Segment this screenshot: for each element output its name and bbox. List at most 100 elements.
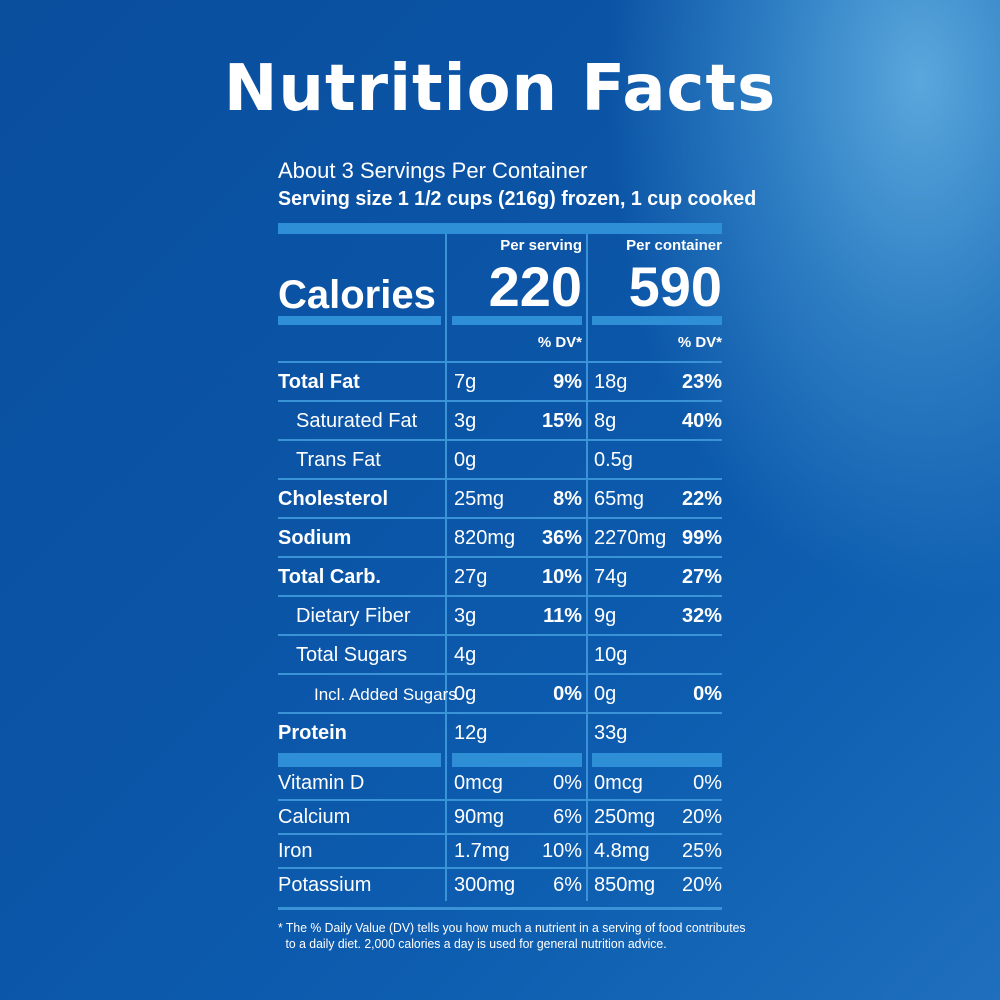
nutrient-row-protein: Protein 12g 33g: [278, 714, 722, 751]
per-serving-header: Per serving: [500, 237, 582, 254]
nutrient-row-total-sugars: Total Sugars 4g 10g: [278, 636, 722, 675]
amount-per-container: 2270mg: [594, 527, 667, 549]
dv-per-container: 40%: [681, 410, 722, 432]
divider-bar: [592, 753, 722, 767]
page-title: Nutrition Facts: [223, 52, 777, 126]
calories-bar: [592, 316, 722, 325]
nutrient-label: Trans Fat: [296, 449, 381, 471]
dv-per-serving: 10%: [541, 566, 582, 588]
calories-per-container: 590: [628, 255, 722, 318]
amount-per-serving: 820mg: [454, 527, 516, 549]
dv-per-serving: 15%: [541, 410, 582, 432]
dv-per-serving: 11%: [543, 605, 582, 627]
amount-per-container: 4.8mg: [594, 840, 650, 862]
amount-per-serving: 12g: [454, 722, 488, 744]
nutrient-label: Total Carb.: [278, 566, 381, 588]
amount-per-container: 65mg: [594, 488, 645, 510]
footnote-line-2: to a daily diet. 2,000 calories a day is…: [285, 936, 667, 951]
nutrient-label: Protein: [278, 722, 347, 744]
dv-per-container: 25%: [681, 840, 722, 862]
nutrient-label: Total Fat: [278, 371, 360, 393]
amount-per-container: 0g: [594, 683, 617, 705]
calories-label: Calories: [278, 273, 436, 317]
dv-header-row: % DV* % DV*: [278, 323, 722, 363]
amount-per-container: 0.5g: [594, 449, 633, 471]
dv-per-container: 23%: [681, 371, 722, 393]
amount-per-serving: 25mg: [454, 488, 505, 510]
calories-bar: [278, 316, 441, 325]
vitamin-row-iron: Iron 1.7mg 10% 4.8mg 25%: [278, 835, 722, 869]
amount-per-serving: 4g: [454, 644, 477, 666]
amount-per-container: 250mg: [594, 806, 656, 828]
amount-per-serving: 27g: [454, 566, 488, 588]
dv-per-container: 22%: [681, 488, 722, 510]
nutrient-row-total-carb: Total Carb. 27g 10% 74g 27%: [278, 558, 722, 597]
nutrient-row-sodium: Sodium 820mg 36% 2270mg 99%: [278, 519, 722, 558]
nutrient-row-cholesterol: Cholesterol 25mg 8% 65mg 22%: [278, 480, 722, 519]
dv-header: % DV*: [537, 334, 582, 351]
vitamin-row-vitamin-d: Vitamin D 0mcg 0% 0mcg 0%: [278, 767, 722, 801]
dv-per-container: 0%: [693, 772, 722, 794]
calories-per-serving: 220: [488, 255, 582, 318]
nutrient-row-dietary-fiber: Dietary Fiber 3g 11% 9g 32%: [278, 597, 722, 636]
dv-per-serving: 0%: [553, 683, 582, 705]
amount-per-serving: 3g: [454, 605, 477, 627]
per-container-header: Per container: [626, 237, 722, 254]
divider-bar: [452, 753, 582, 767]
dv-per-container: 20%: [681, 874, 722, 896]
medium-divider: [278, 751, 722, 767]
footnote-line-1: * The % Daily Value (DV) tells you how m…: [278, 920, 746, 935]
vitamin-label: Iron: [278, 840, 313, 862]
vitamin-label: Potassium: [278, 874, 372, 896]
nutrient-label: Incl. Added Sugars: [314, 685, 457, 704]
vitamin-label: Calcium: [278, 806, 351, 828]
dv-per-container: 20%: [681, 806, 722, 828]
nutrient-row-added-sugars: Incl. Added Sugars 0g 0% 0g 0%: [278, 675, 722, 714]
nutrient-label: Dietary Fiber: [296, 605, 411, 627]
calories-bar: [452, 316, 582, 325]
amount-per-serving: 7g: [454, 371, 477, 393]
amount-per-container: 0mcg: [594, 772, 643, 794]
column-divider: [445, 234, 447, 901]
dv-per-serving: 6%: [553, 806, 582, 828]
dv-per-container: 27%: [681, 566, 722, 588]
amount-per-container: 10g: [594, 644, 628, 666]
dv-per-serving: 8%: [553, 488, 582, 510]
amount-per-container: 850mg: [594, 874, 656, 896]
amount-per-serving: 90mg: [454, 806, 505, 828]
amount-per-serving: 3g: [454, 410, 477, 432]
calories-header: Per serving Per container Calories 220 5…: [278, 234, 722, 325]
vitamin-row-calcium: Calcium 90mg 6% 250mg 20%: [278, 801, 722, 835]
dv-per-container: 99%: [681, 527, 722, 549]
vitamin-label: Vitamin D: [278, 772, 365, 794]
vitamin-row-potassium: Potassium 300mg 6% 850mg 20%: [278, 869, 722, 901]
dv-per-serving: 6%: [553, 874, 582, 896]
nutrient-row-total-fat: Total Fat 7g 9% 18g 23%: [278, 363, 722, 402]
dv-per-container: 32%: [681, 605, 722, 627]
serving-size: Serving size 1 1/2 cups (216g) frozen, 1…: [278, 188, 757, 210]
amount-per-container: 18g: [594, 371, 628, 393]
amount-per-container: 74g: [594, 566, 628, 588]
dv-per-serving: 0%: [553, 772, 582, 794]
nutrient-label: Sodium: [278, 527, 352, 549]
amount-per-container: 8g: [594, 410, 617, 432]
amount-per-serving: 1.7mg: [454, 840, 510, 862]
nutrient-label: Cholesterol: [278, 488, 389, 510]
nutrient-row-saturated-fat: Saturated Fat 3g 15% 8g 40%: [278, 402, 722, 441]
nutrient-label: Total Sugars: [296, 644, 408, 666]
dv-header: % DV*: [677, 334, 722, 351]
amount-per-serving: 0mcg: [454, 772, 503, 794]
amount-per-container: 33g: [594, 722, 628, 744]
thick-divider: [278, 223, 722, 234]
bottom-divider: [278, 907, 722, 910]
nutrition-label: About 3 Servings Per Container Serving s…: [278, 157, 757, 952]
dv-per-serving: 36%: [541, 527, 582, 549]
nutrient-label: Saturated Fat: [296, 410, 418, 432]
dv-per-serving: 9%: [553, 371, 582, 393]
amount-per-serving: 0g: [454, 449, 477, 471]
servings-per-container: About 3 Servings Per Container: [278, 158, 588, 183]
dv-per-serving: 10%: [541, 840, 582, 862]
nutrition-table: Per serving Per container Calories 220 5…: [278, 234, 722, 901]
nutrient-row-trans-fat: Trans Fat 0g 0.5g: [278, 441, 722, 480]
footnote: * The % Daily Value (DV) tells you how m…: [278, 920, 746, 952]
